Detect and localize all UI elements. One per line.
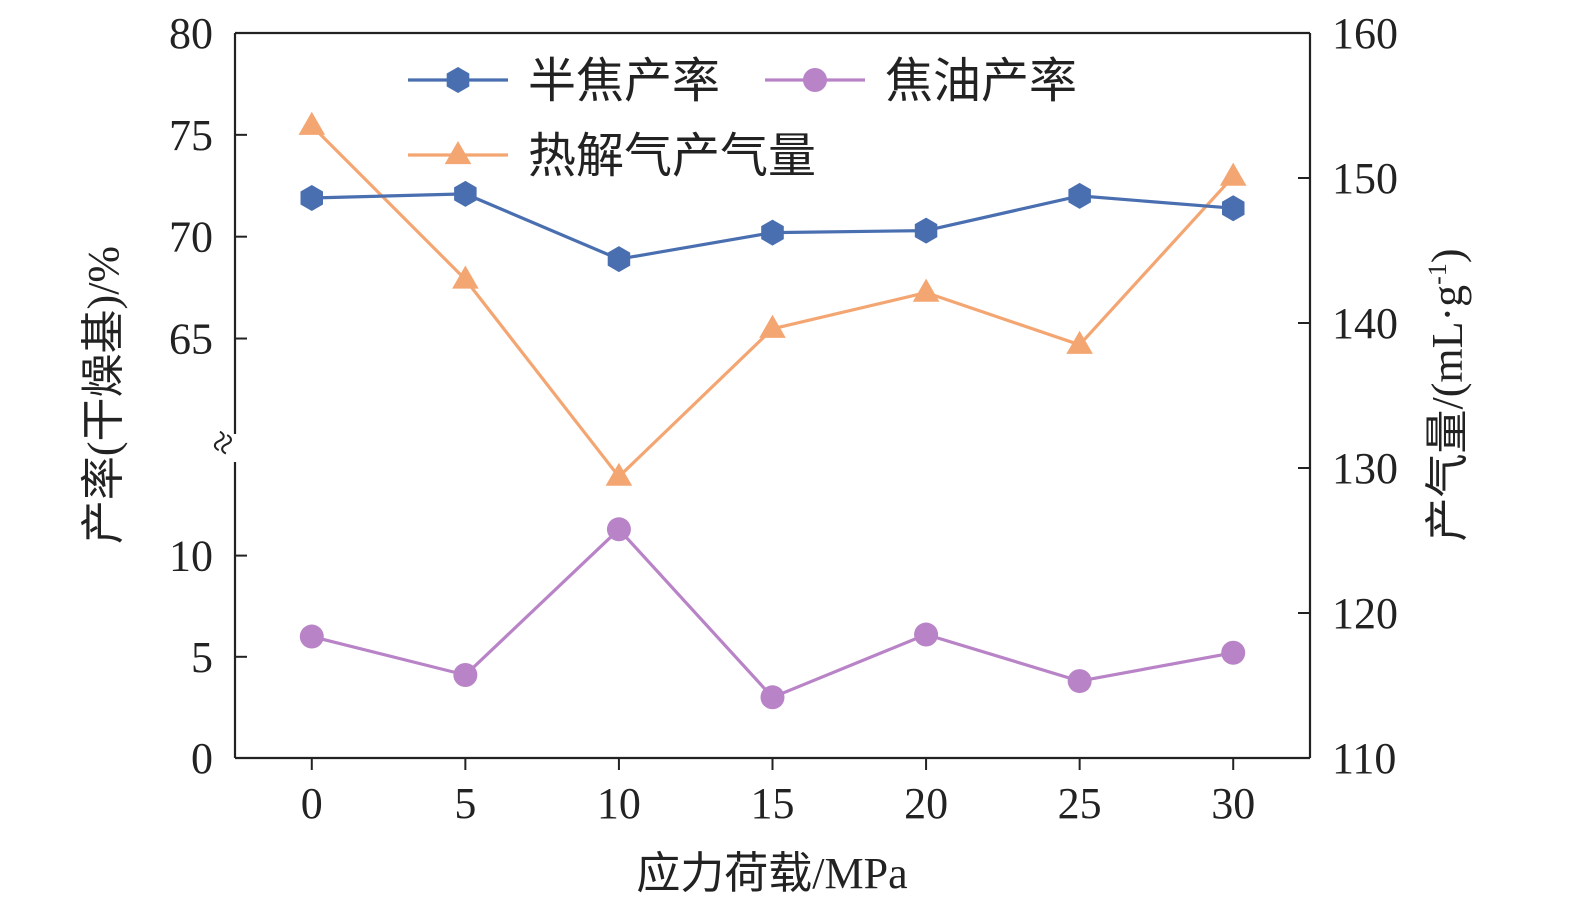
data-point (1221, 640, 1246, 665)
y-right-tick-label: 150 (1332, 154, 1398, 203)
y-right-tick-label: 110 (1332, 734, 1396, 783)
series-1 (300, 180, 1245, 273)
data-point (914, 217, 938, 244)
x-tick-label: 0 (301, 779, 323, 828)
legend-marker (444, 141, 472, 165)
legend-label: 焦油产率 (885, 55, 1077, 108)
data-point (1066, 330, 1093, 354)
legend-marker (446, 67, 470, 93)
y-left-tick-label: 10 (169, 532, 213, 581)
y-right-tick-label: 140 (1332, 299, 1398, 348)
data-point (761, 219, 784, 246)
series-2 (299, 517, 1246, 710)
legend-item: 焦油产率 (765, 55, 1077, 108)
y-left-tick-label: 75 (169, 111, 213, 160)
x-tick-label: 25 (1058, 779, 1102, 828)
x-tick-label: 15 (751, 779, 795, 828)
data-point (760, 685, 785, 710)
data-point (1067, 669, 1092, 694)
data-point (1219, 162, 1247, 186)
x-tick-label: 10 (597, 779, 641, 828)
y-left-tick-label: 70 (169, 213, 213, 262)
y-left-tick-label: 5 (191, 633, 213, 682)
data-point (759, 314, 786, 338)
y-right-tick-label: 160 (1332, 9, 1398, 58)
x-axis-label: 应力荷载/MPa (636, 849, 907, 898)
y-right-tick-label: 130 (1332, 444, 1398, 493)
y-right-axis-label-superscript: -1 (1423, 263, 1452, 285)
series-3 (298, 111, 1247, 486)
legend-item: 热解气产气量 (408, 130, 816, 183)
data-point (914, 622, 939, 647)
data-point (300, 185, 323, 211)
x-tick-label: 30 (1211, 779, 1255, 828)
y-right-axis-label-suffix: ) (1423, 249, 1472, 264)
data-point (606, 517, 631, 542)
data-point (1222, 195, 1245, 222)
data-point (1068, 182, 1091, 209)
y-right-axis-label-main: 产气量/(mL·g (1423, 285, 1472, 542)
y-right-axis-label: 产气量/(mL·g-1) (1423, 249, 1472, 542)
data-point (453, 663, 478, 688)
y-left-tick-label: 80 (169, 9, 213, 58)
legend-item: 半焦产率 (408, 55, 720, 108)
y-left-tick-label: 0 (191, 734, 213, 783)
x-tick-label: 20 (904, 779, 948, 828)
data-point (607, 246, 631, 273)
legend-marker (803, 68, 827, 92)
y-right-tick-label: 120 (1332, 589, 1398, 638)
x-tick-label: 5 (454, 779, 476, 828)
data-point (299, 624, 324, 649)
data-point (912, 278, 940, 302)
data-point (454, 180, 477, 207)
series-layer (298, 111, 1247, 710)
data-point (452, 265, 479, 289)
legend-label: 热解气产气量 (528, 130, 816, 183)
axis-ticks: 0 5 10 15 20 25 30 0 5 10 65 70 75 80 110 120 130 140 150 1… (169, 9, 1398, 828)
y-left-tick-label: 65 (169, 315, 213, 364)
y-left-axis-label: 产率(干燥基)/% (79, 246, 128, 544)
legend-label: 半焦产率 (528, 55, 720, 108)
data-point (605, 462, 633, 486)
data-point (298, 111, 326, 135)
